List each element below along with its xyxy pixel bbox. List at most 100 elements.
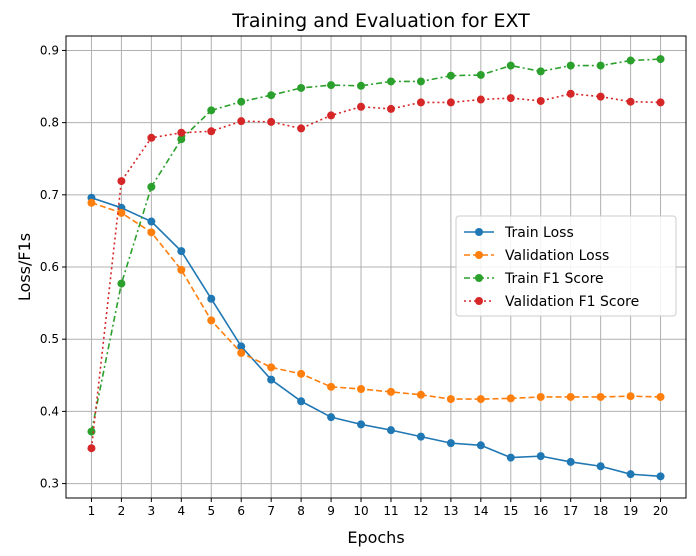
series-line	[90, 58, 661, 432]
data-point	[656, 392, 665, 401]
legend-label: Train F1 Score	[504, 271, 604, 287]
data-point	[297, 124, 306, 133]
data-point	[357, 384, 366, 393]
data-point	[357, 102, 366, 111]
data-point	[566, 89, 575, 98]
data-point	[147, 133, 156, 142]
data-point	[267, 91, 276, 100]
data-point	[297, 83, 306, 92]
data-point	[536, 452, 545, 461]
data-point	[386, 426, 395, 435]
x-tick-label: 11	[383, 504, 398, 518]
data-point	[297, 397, 306, 406]
data-point	[536, 392, 545, 401]
x-tick-label: 16	[533, 504, 548, 518]
data-point	[446, 395, 455, 404]
data-point	[207, 106, 216, 115]
x-tick-label: 2	[118, 504, 126, 518]
x-tick-label: 20	[653, 504, 668, 518]
x-axis-label: Epochs	[347, 528, 404, 547]
data-point	[147, 228, 156, 237]
data-point	[416, 98, 425, 107]
data-point	[147, 217, 156, 226]
data-point	[386, 77, 395, 86]
data-point	[656, 472, 665, 481]
legend-marker	[475, 251, 483, 259]
y-tick-label: 0.6	[40, 260, 59, 274]
legend-label: Validation Loss	[505, 248, 609, 264]
legend-marker	[475, 274, 483, 282]
legend-label: Validation F1 Score	[505, 294, 639, 310]
y-tick-label: 0.8	[40, 116, 59, 130]
data-point	[596, 462, 605, 471]
y-axis-label: Loss/F1s	[15, 233, 34, 301]
data-point	[626, 392, 635, 401]
data-point	[117, 177, 126, 186]
data-point	[267, 363, 276, 372]
legend-marker	[475, 228, 483, 236]
data-point	[416, 390, 425, 399]
series-validation-f1-score	[87, 89, 665, 453]
data-point	[476, 441, 485, 450]
x-tick-label: 1	[88, 504, 96, 518]
data-point	[596, 92, 605, 101]
series-validation-loss	[87, 198, 665, 404]
data-point	[327, 382, 336, 391]
data-point	[446, 439, 455, 448]
data-point	[566, 61, 575, 70]
data-point	[536, 67, 545, 76]
series-train-loss	[87, 193, 665, 481]
data-point	[177, 135, 186, 144]
data-point	[596, 392, 605, 401]
y-tick-label: 0.9	[40, 43, 59, 57]
data-point	[297, 369, 306, 378]
legend: Train Loss Validation Loss Train F1 Score V…	[455, 215, 677, 317]
x-tick-label: 12	[413, 504, 428, 518]
data-point	[446, 71, 455, 80]
data-point	[237, 342, 246, 351]
data-point	[267, 117, 276, 126]
data-point	[87, 444, 96, 453]
data-point	[596, 61, 605, 70]
data-point	[237, 97, 246, 106]
x-tick-label: 13	[443, 504, 458, 518]
data-point	[327, 81, 336, 90]
data-point	[117, 279, 126, 288]
x-tick-label: 4	[177, 504, 185, 518]
x-tick-label: 5	[207, 504, 215, 518]
x-tick-label: 17	[563, 504, 578, 518]
data-point	[416, 77, 425, 86]
x-tick-label: 9	[327, 504, 335, 518]
data-point	[237, 348, 246, 357]
data-point	[536, 96, 545, 105]
data-point	[416, 432, 425, 441]
data-point	[506, 94, 515, 103]
data-point	[147, 182, 156, 191]
x-tick-label: 10	[353, 504, 368, 518]
data-point	[327, 413, 336, 422]
series-line	[91, 201, 661, 400]
x-tick-label: 3	[148, 504, 156, 518]
chart-title: Training and Evaluation for EXT	[231, 10, 530, 32]
y-tick-label: 0.4	[40, 404, 59, 418]
data-point	[327, 111, 336, 120]
legend-label: Train Loss	[504, 225, 574, 241]
data-point	[207, 294, 216, 303]
data-point	[476, 395, 485, 404]
series-line	[90, 92, 661, 449]
data-point	[386, 387, 395, 396]
x-ticks: 1 2 3 4 5 6 7 8 9 10 11 12 13 14 15 16 17 18 19 20	[88, 498, 668, 518]
y-tick-label: 0.3	[40, 477, 59, 491]
legend-box	[455, 215, 677, 317]
legend-marker	[475, 297, 483, 305]
x-tick-label: 18	[593, 504, 608, 518]
series-line	[91, 196, 661, 478]
data-point	[357, 81, 366, 90]
data-point	[177, 265, 186, 274]
data-point	[506, 61, 515, 70]
data-point	[506, 453, 515, 462]
data-point	[506, 394, 515, 403]
x-tick-label: 19	[623, 504, 638, 518]
data-point	[207, 316, 216, 325]
